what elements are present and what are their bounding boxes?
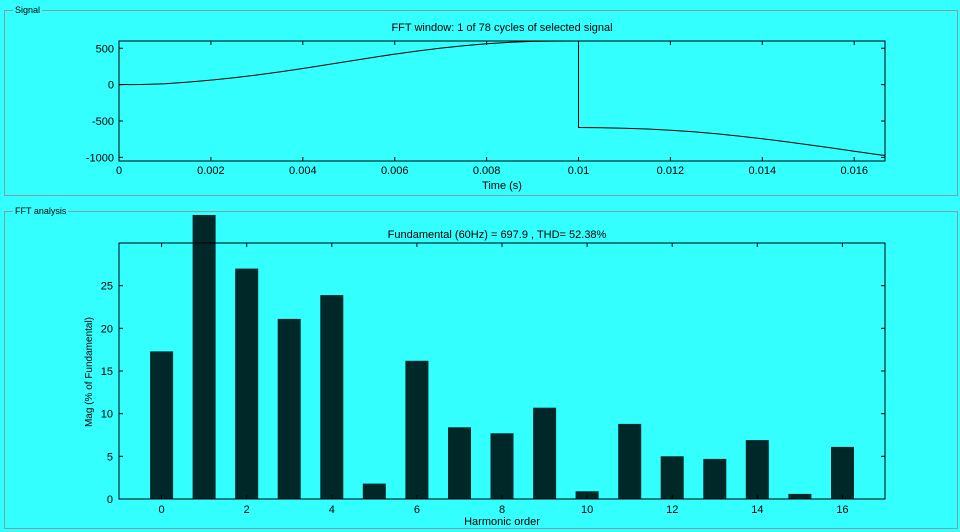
fft-xtick-label: 2	[244, 504, 250, 516]
signal-ytick-label: -500	[92, 116, 114, 128]
fft-xtick-label: 8	[499, 504, 505, 516]
signal-ytick-label: 500	[96, 43, 114, 55]
fft-bar	[745, 440, 769, 499]
fft-bar	[277, 318, 301, 499]
signal-xtick-label: 0.004	[289, 165, 317, 177]
fft-bar	[362, 483, 386, 499]
fft-bar	[448, 427, 471, 499]
fft-bar	[660, 456, 684, 499]
fft-title: Fundamental (60Hz) = 697.9 , THD= 52.38%	[388, 229, 607, 241]
fft-xlabel: Harmonic order	[464, 516, 540, 528]
fft-bar	[150, 351, 174, 499]
fft-panel-label: FFT analysis	[13, 205, 69, 217]
fft-xtick-label: 4	[329, 504, 335, 516]
signal-plot: FFT window: 1 of 78 cycles of selected s…	[86, 22, 886, 192]
signal-xtick-label: 0.008	[473, 165, 501, 177]
fft-ytick-label: 15	[101, 366, 113, 378]
fft-ytick-label: 0	[107, 494, 113, 506]
fft-bar	[618, 423, 642, 499]
signal-axes-box	[118, 40, 886, 162]
signal-panel: Signal	[4, 4, 958, 196]
fft-xtick-label: 12	[666, 504, 678, 516]
fft-bar	[235, 268, 259, 499]
fft-bar	[320, 295, 344, 499]
fft-bar	[192, 215, 216, 499]
fft-ytick-label: 5	[107, 451, 113, 463]
fft-bar	[405, 360, 429, 499]
signal-xtick-label: 0.012	[657, 165, 685, 177]
signal-title: FFT window: 1 of 78 cycles of selected s…	[391, 22, 612, 34]
signal-xtick-label: 0.014	[749, 165, 777, 177]
fft-bar	[788, 493, 812, 499]
signal-panel-label: Signal	[13, 4, 43, 16]
signal-ytick-label: 0	[108, 80, 114, 92]
signal-xtick-label: 0.01	[568, 165, 589, 177]
fft-bar	[490, 433, 514, 499]
fft-ytick-label: 10	[101, 409, 113, 421]
signal-xtick-label: 0	[116, 165, 122, 177]
signal-xtick-label: 0.002	[197, 165, 225, 177]
fft-xtick-label: 6	[414, 504, 420, 516]
signal-ytick-label: -1000	[86, 152, 114, 164]
fft-bar	[533, 407, 557, 499]
fft-xtick-label: 0	[158, 504, 164, 516]
fft-ytick-label: 25	[101, 281, 113, 293]
fft-analysis-panel: FFT analysis	[4, 205, 958, 529]
fft-plot: Fundamental (60Hz) = 697.9 , THD= 52.38%…	[84, 215, 886, 528]
fft-axes-box	[118, 242, 886, 500]
fft-xtick-label: 14	[751, 504, 763, 516]
fft-bar	[703, 458, 727, 499]
signal-xtick-label: 0.016	[840, 165, 868, 177]
fft-ytick-label: 20	[101, 323, 113, 335]
signal-xtick-label: 0.006	[381, 165, 409, 177]
fft-bar	[831, 446, 854, 499]
signal-xlabel: Time (s)	[482, 180, 522, 192]
signal-series-line	[118, 40, 886, 156]
fft-ylabel: Mag (% of Fundamental)	[84, 317, 95, 427]
fft-xtick-label: 16	[836, 504, 848, 516]
fft-xtick-label: 10	[581, 504, 593, 516]
